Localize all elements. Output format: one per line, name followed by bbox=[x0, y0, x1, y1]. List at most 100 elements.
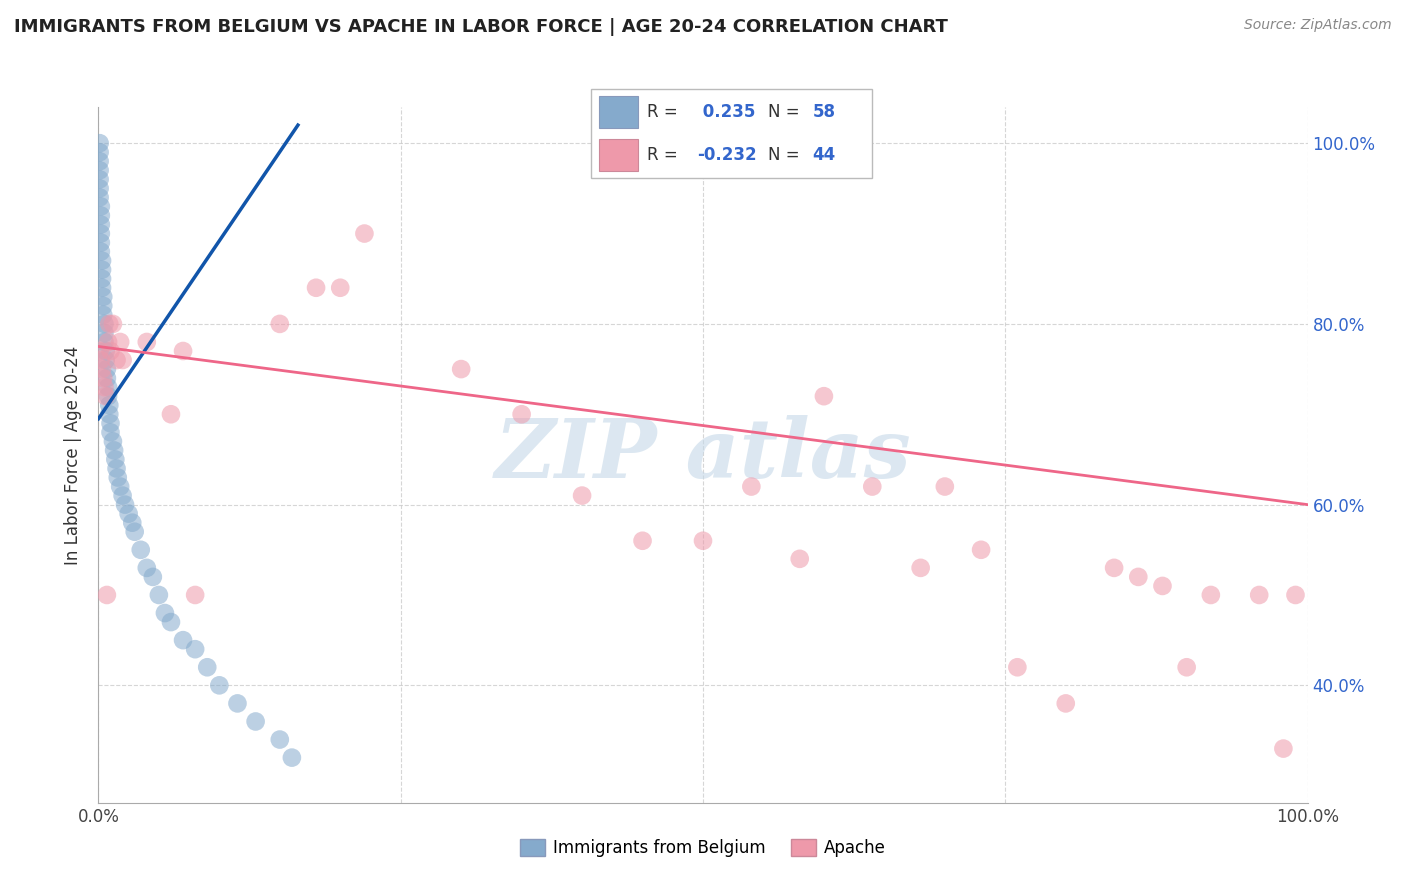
Point bbox=[93, 317, 115, 331]
Point bbox=[98, 398, 121, 412]
Point bbox=[153, 606, 176, 620]
Point bbox=[91, 281, 114, 295]
Point bbox=[1175, 660, 1198, 674]
Point bbox=[740, 479, 762, 493]
Text: N =: N = bbox=[768, 103, 804, 121]
Point bbox=[100, 344, 122, 359]
Point bbox=[142, 570, 165, 584]
Text: 0.235: 0.235 bbox=[697, 103, 756, 121]
Text: 44: 44 bbox=[813, 146, 837, 164]
Point bbox=[91, 253, 114, 268]
Point bbox=[90, 235, 112, 250]
Point bbox=[195, 660, 218, 674]
Point bbox=[1007, 660, 1029, 674]
Point bbox=[160, 407, 183, 421]
Point bbox=[108, 479, 131, 493]
Point bbox=[96, 371, 118, 385]
Text: ZIP atlas: ZIP atlas bbox=[495, 415, 911, 495]
Point bbox=[172, 633, 194, 648]
Text: 58: 58 bbox=[813, 103, 835, 121]
Point bbox=[124, 524, 146, 539]
Point bbox=[90, 244, 112, 259]
Point bbox=[1249, 588, 1271, 602]
Point bbox=[1128, 570, 1150, 584]
Point bbox=[105, 353, 128, 368]
Point bbox=[970, 542, 993, 557]
Text: Source: ZipAtlas.com: Source: ZipAtlas.com bbox=[1244, 18, 1392, 32]
Point bbox=[90, 199, 112, 213]
Point bbox=[91, 308, 114, 322]
Point bbox=[281, 750, 304, 764]
Point bbox=[172, 344, 194, 359]
Point bbox=[105, 461, 128, 475]
Point bbox=[789, 551, 811, 566]
Point bbox=[1272, 741, 1295, 756]
Legend: Immigrants from Belgium, Apache: Immigrants from Belgium, Apache bbox=[513, 832, 893, 864]
Text: -0.232: -0.232 bbox=[697, 146, 756, 164]
Point bbox=[89, 154, 111, 169]
Point bbox=[89, 136, 111, 151]
Point bbox=[269, 317, 291, 331]
Point bbox=[91, 262, 114, 277]
Point bbox=[100, 417, 122, 431]
Point bbox=[1152, 579, 1174, 593]
FancyBboxPatch shape bbox=[591, 89, 872, 178]
Point bbox=[135, 561, 157, 575]
Point bbox=[160, 615, 183, 629]
Point bbox=[860, 479, 883, 493]
Point bbox=[111, 489, 134, 503]
Point bbox=[101, 434, 124, 449]
Y-axis label: In Labor Force | Age 20-24: In Labor Force | Age 20-24 bbox=[65, 345, 83, 565]
Point bbox=[93, 326, 115, 340]
Point bbox=[100, 425, 122, 440]
Point bbox=[90, 218, 112, 232]
FancyBboxPatch shape bbox=[599, 139, 638, 171]
Point bbox=[114, 498, 136, 512]
Point bbox=[692, 533, 714, 548]
Point bbox=[94, 389, 117, 403]
Point bbox=[135, 334, 157, 349]
Text: R =: R = bbox=[647, 146, 683, 164]
Point bbox=[245, 714, 267, 729]
Point bbox=[510, 407, 533, 421]
Point bbox=[90, 209, 112, 223]
Point bbox=[1054, 697, 1077, 711]
Point bbox=[269, 732, 291, 747]
Point bbox=[104, 452, 127, 467]
Point bbox=[108, 334, 131, 349]
Point bbox=[101, 317, 124, 331]
Point bbox=[94, 353, 117, 368]
Point bbox=[329, 281, 352, 295]
Point bbox=[91, 290, 114, 304]
Point bbox=[96, 588, 118, 602]
FancyBboxPatch shape bbox=[599, 96, 638, 128]
Point bbox=[226, 697, 249, 711]
Point bbox=[97, 389, 120, 403]
Point bbox=[96, 362, 118, 376]
Point bbox=[93, 334, 115, 349]
Point bbox=[129, 542, 152, 557]
Point bbox=[208, 678, 231, 692]
Point bbox=[89, 163, 111, 178]
Point bbox=[103, 443, 125, 458]
Point bbox=[184, 642, 207, 657]
Point bbox=[1284, 588, 1306, 602]
Point bbox=[148, 588, 170, 602]
Point bbox=[353, 227, 375, 241]
Point bbox=[571, 489, 593, 503]
Text: N =: N = bbox=[768, 146, 804, 164]
Point bbox=[97, 380, 120, 394]
Point bbox=[90, 227, 112, 241]
Point bbox=[1199, 588, 1222, 602]
Point bbox=[89, 172, 111, 186]
Point bbox=[107, 470, 129, 484]
Point bbox=[121, 516, 143, 530]
Point bbox=[118, 507, 141, 521]
Point bbox=[91, 371, 114, 385]
Point bbox=[89, 344, 111, 359]
Point bbox=[89, 181, 111, 195]
Point bbox=[94, 344, 117, 359]
Point bbox=[90, 353, 112, 368]
Point bbox=[91, 299, 114, 313]
Point bbox=[184, 588, 207, 602]
